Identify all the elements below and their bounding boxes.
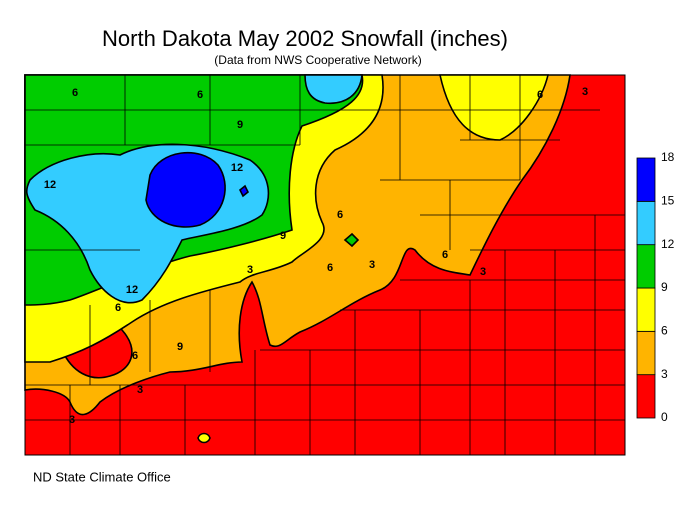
legend-swatch	[636, 287, 656, 332]
contour-label: 6	[442, 249, 448, 261]
contour-label: 12	[44, 179, 56, 191]
region-12-15	[304, 74, 363, 104]
contour-label: 3	[480, 266, 486, 278]
legend: 0 3 6 9 12 15 18	[636, 150, 675, 424]
legend-label: 6	[661, 324, 668, 338]
county-lines	[25, 75, 625, 455]
region-6-9	[197, 432, 211, 444]
legend-swatch	[636, 244, 656, 289]
region-9-12	[343, 232, 360, 248]
contour-label: 3	[247, 264, 253, 276]
contour-label: 12	[231, 162, 243, 174]
snowfall-map: 6 6 9 12 12 9 6 6 3 6 3 6 3 6 12 9 6 3 3 3	[24, 74, 626, 456]
legend-label: 12	[661, 237, 675, 251]
footer-credit: ND State Climate Office	[33, 469, 171, 484]
contour-label: 6	[72, 87, 78, 99]
map-subtitle: (Data from NWS Cooperative Network)	[214, 53, 421, 67]
contour-label: 3	[582, 86, 588, 98]
contour-label: 3	[369, 259, 375, 271]
region-15-18	[238, 184, 250, 198]
legend-swatch	[636, 200, 656, 246]
map-title: North Dakota May 2002 Snowfall (inches)	[102, 26, 508, 51]
map-border	[24, 74, 626, 456]
legend-label: 15	[661, 194, 675, 208]
contour-label: 6	[197, 89, 203, 101]
contour-label: 3	[69, 414, 75, 426]
contour-label: 6	[337, 209, 343, 221]
contour-label: 6	[132, 350, 138, 362]
legend-label: 3	[661, 367, 668, 381]
legend-label: 18	[661, 150, 675, 164]
contour-label: 3	[137, 384, 143, 396]
legend-label: 9	[661, 280, 668, 294]
contour-label: 6	[115, 302, 121, 314]
legend-swatch	[636, 157, 656, 202]
contour-label: 9	[177, 341, 183, 353]
legend-label: 0	[661, 410, 668, 424]
contour-label: 9	[280, 230, 286, 242]
region-15-18	[145, 151, 226, 228]
contour-label: 9	[237, 119, 243, 131]
legend-swatch	[636, 374, 656, 419]
contour-label: 6	[537, 89, 543, 101]
legend-swatch	[636, 330, 656, 376]
contour-label: 12	[126, 284, 138, 296]
contour-label: 6	[327, 262, 333, 274]
